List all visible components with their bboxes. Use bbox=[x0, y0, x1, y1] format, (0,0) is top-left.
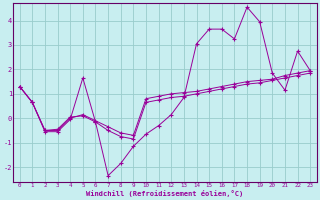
X-axis label: Windchill (Refroidissement éolien,°C): Windchill (Refroidissement éolien,°C) bbox=[86, 190, 244, 197]
